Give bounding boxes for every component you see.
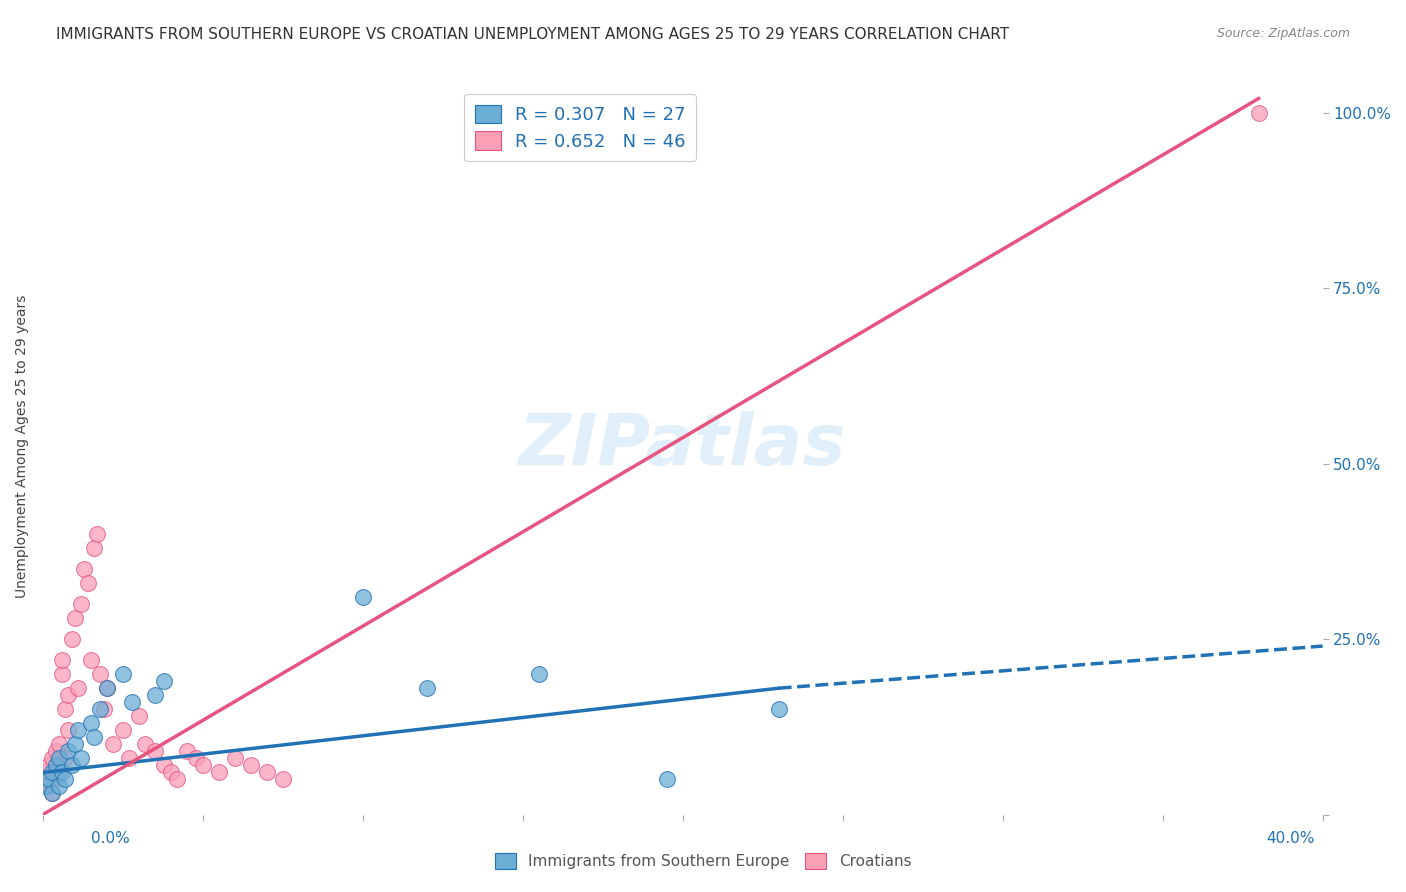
Point: [41, 765, 63, 780]
Point: [143, 744, 166, 758]
Point: [45, 758, 67, 772]
Point: [45, 744, 67, 758]
Point: [70, 597, 93, 611]
Point: [41, 787, 63, 801]
Text: ZIPatlas: ZIPatlas: [519, 411, 846, 481]
Point: [35, 772, 58, 787]
Point: [60, 758, 83, 772]
Point: [153, 674, 176, 689]
Point: [527, 667, 550, 681]
Point: [89, 702, 111, 716]
Point: [51, 667, 73, 681]
Point: [58, 744, 80, 758]
Legend: Immigrants from Southern Europe, Croatians: Immigrants from Southern Europe, Croatia…: [489, 847, 917, 875]
Point: [160, 765, 183, 780]
Point: [93, 702, 115, 716]
Point: [83, 541, 105, 555]
Point: [48, 737, 70, 751]
Point: [1247, 105, 1270, 120]
Point: [53, 751, 76, 765]
Text: 40.0%: 40.0%: [1267, 831, 1315, 846]
Point: [63, 737, 86, 751]
Point: [86, 526, 108, 541]
Point: [38, 772, 60, 787]
Point: [655, 772, 678, 787]
Point: [118, 751, 141, 765]
Point: [208, 765, 231, 780]
Point: [111, 723, 134, 738]
Point: [153, 758, 176, 772]
Point: [239, 758, 262, 772]
Point: [53, 772, 76, 787]
Point: [73, 562, 96, 576]
Point: [80, 653, 103, 667]
Point: [83, 731, 105, 745]
Point: [166, 772, 188, 787]
Point: [51, 765, 73, 780]
Point: [48, 751, 70, 765]
Y-axis label: Unemployment Among Ages 25 to 29 years: Unemployment Among Ages 25 to 29 years: [15, 294, 30, 598]
Point: [67, 723, 90, 738]
Point: [48, 765, 70, 780]
Point: [80, 716, 103, 731]
Point: [96, 681, 118, 696]
Point: [41, 787, 63, 801]
Point: [89, 667, 111, 681]
Point: [352, 590, 374, 604]
Point: [96, 681, 118, 696]
Point: [111, 667, 134, 681]
Point: [60, 632, 83, 646]
Point: [51, 653, 73, 667]
Point: [191, 758, 214, 772]
Point: [63, 611, 86, 625]
Point: [134, 737, 156, 751]
Point: [128, 709, 150, 723]
Point: [186, 751, 208, 765]
Point: [271, 772, 294, 787]
Text: 0.0%: 0.0%: [91, 831, 131, 846]
Point: [41, 751, 63, 765]
Point: [768, 702, 790, 716]
Point: [38, 758, 60, 772]
Point: [35, 765, 58, 780]
Point: [58, 723, 80, 738]
Point: [45, 772, 67, 787]
Point: [38, 780, 60, 794]
Point: [256, 765, 278, 780]
Point: [58, 688, 80, 702]
Point: [416, 681, 439, 696]
Point: [35, 780, 58, 794]
Point: [224, 751, 246, 765]
Text: IMMIGRANTS FROM SOUTHERN EUROPE VS CROATIAN UNEMPLOYMENT AMONG AGES 25 TO 29 YEA: IMMIGRANTS FROM SOUTHERN EUROPE VS CROAT…: [56, 27, 1010, 42]
Point: [76, 575, 98, 590]
Point: [53, 702, 76, 716]
Point: [70, 751, 93, 765]
Point: [48, 780, 70, 794]
Point: [67, 681, 90, 696]
Legend: R = 0.307   N = 27, R = 0.652   N = 46: R = 0.307 N = 27, R = 0.652 N = 46: [464, 94, 696, 161]
Text: Source: ZipAtlas.com: Source: ZipAtlas.com: [1216, 27, 1350, 40]
Point: [176, 744, 198, 758]
Point: [121, 695, 143, 709]
Point: [103, 737, 125, 751]
Point: [143, 688, 166, 702]
